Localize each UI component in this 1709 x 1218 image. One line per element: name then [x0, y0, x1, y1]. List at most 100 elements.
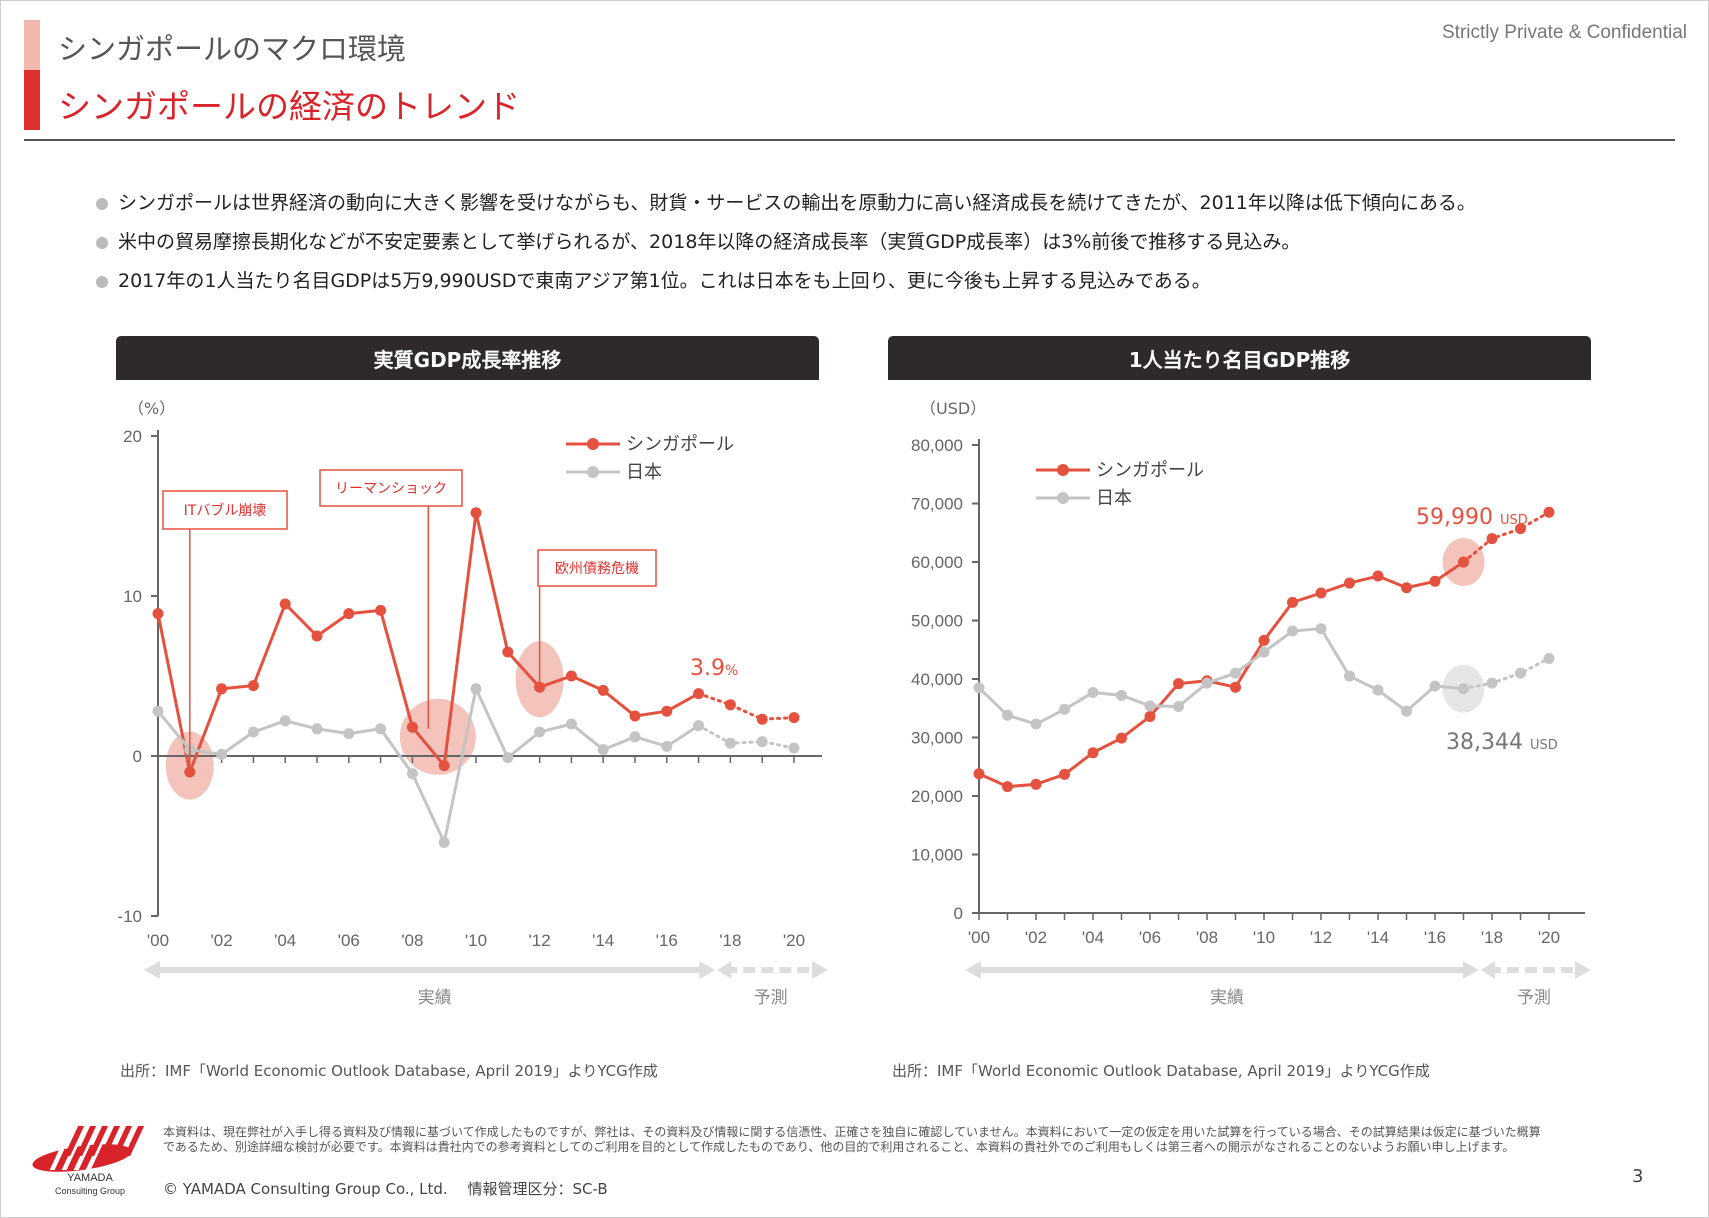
x-tick-label: '14 — [592, 931, 614, 950]
legend-label: 日本 — [626, 462, 662, 483]
y-tick-label: 10 — [123, 587, 142, 606]
data-point-japan — [788, 742, 800, 754]
x-tick-label: '06 — [1139, 928, 1161, 947]
data-point-singapore — [1372, 570, 1384, 582]
data-point-japan — [973, 682, 985, 694]
data-point-japan — [1543, 653, 1555, 665]
source-note-left: 出所：IMF「World Economic Outlook Database, … — [120, 1062, 658, 1080]
gdp-growth-chart-title: 実質GDP成長率推移 — [116, 336, 819, 380]
actual-arrow-head — [1462, 961, 1479, 979]
data-point-singapore — [693, 688, 705, 700]
legend-swatch-marker — [1057, 464, 1069, 476]
callout-value-singapore-gdp: 59,990 USD — [1416, 505, 1528, 530]
data-point-singapore — [1458, 556, 1469, 568]
disclaimer: 本資料は、現在弊社が入手し得る資料及び情報に基づいて作成したものですが、弊社は、… — [163, 1125, 1541, 1154]
series-line-singapore — [978, 560, 1465, 789]
logo-subtext: Consulting Group — [54, 1186, 126, 1196]
data-point-singapore — [597, 684, 609, 696]
bullet-item: 米中の貿易摩擦長期化などが不安定要素として挙げられるが、2018年以降の経済成長… — [96, 223, 1476, 262]
data-point-japan — [438, 836, 450, 848]
data-point-singapore — [375, 604, 387, 616]
data-point-japan — [1087, 686, 1099, 698]
x-tick-label: '12 — [529, 931, 551, 950]
data-point-japan — [1401, 705, 1412, 717]
data-point-singapore — [343, 608, 355, 620]
data-point-japan — [1258, 646, 1270, 658]
annotation-label: 欧州債務危機 — [555, 561, 639, 577]
data-point-singapore — [788, 712, 800, 724]
data-point-japan — [470, 683, 482, 695]
data-point-singapore — [1315, 587, 1327, 599]
data-point-singapore — [534, 681, 546, 693]
data-point-singapore — [1486, 533, 1498, 545]
data-point-singapore — [1144, 710, 1156, 722]
data-point-japan — [1173, 700, 1184, 712]
data-point-singapore — [1287, 596, 1298, 608]
data-point-japan — [1315, 623, 1327, 635]
forecast-arrow-head — [812, 961, 828, 979]
x-tick-label: '14 — [1367, 928, 1389, 947]
data-point-singapore — [279, 598, 291, 610]
period-label-forecast: 予測 — [1517, 988, 1551, 1008]
title-accent-top — [24, 20, 40, 70]
data-point-japan — [661, 740, 673, 752]
legend-label: シンガポール — [626, 434, 734, 455]
data-point-japan — [247, 726, 259, 738]
actual-arrow-head — [144, 961, 160, 979]
data-point-singapore — [756, 713, 768, 725]
data-point-japan — [1429, 680, 1441, 692]
y-tick-label: 20 — [123, 427, 142, 446]
x-tick-label: '02 — [1025, 928, 1047, 947]
data-point-japan — [565, 718, 577, 730]
data-point-japan — [375, 723, 387, 735]
data-point-japan — [1458, 683, 1469, 695]
x-tick-label: '06 — [338, 931, 360, 950]
confidential-label: Strictly Private & Confidential — [1442, 22, 1687, 43]
x-tick-label: '00 — [147, 931, 169, 950]
gdp-per-capita-chart-title: 1人当たり名目GDP推移 — [888, 336, 1591, 380]
y-tick-label: -10 — [117, 907, 142, 926]
y-tick-label: 10,000 — [911, 846, 963, 865]
x-tick-label: '12 — [1310, 928, 1332, 947]
summary-bullets: シンガポールは世界経済の動向に大きく影響を受けながらも、財貨・サービスの輸出を原… — [96, 184, 1476, 301]
annotation-box — [537, 549, 657, 587]
data-point-singapore — [1173, 678, 1184, 690]
data-point-singapore — [661, 705, 673, 717]
x-tick-label: '04 — [274, 931, 296, 950]
section-subtitle: シンガポールのマクロ環境 — [58, 32, 407, 66]
actual-arrow-head — [965, 961, 981, 979]
y-tick-label: 30,000 — [911, 729, 963, 748]
data-point-japan — [1030, 718, 1042, 730]
series-forecast-japan — [697, 724, 796, 750]
data-point-japan — [756, 736, 768, 748]
series-forecast-singapore — [697, 692, 796, 721]
data-point-japan — [534, 726, 546, 738]
data-point-japan — [279, 715, 291, 727]
forecast-arrow-head — [1575, 961, 1591, 979]
data-point-japan — [311, 723, 323, 735]
legend-swatch-marker — [587, 466, 599, 478]
bullet-item: シンガポールは世界経済の動向に大きく影響を受けながらも、財貨・サービスの輸出を原… — [96, 184, 1476, 223]
x-tick-label: '00 — [968, 928, 990, 947]
source-note-right: 出所：IMF「World Economic Outlook Database, … — [892, 1062, 1430, 1080]
page-number: 3 — [1632, 1166, 1644, 1187]
legend-label: 日本 — [1096, 488, 1132, 509]
data-point-japan — [1230, 667, 1241, 679]
data-point-singapore — [1429, 575, 1441, 587]
data-point-japan — [406, 768, 418, 780]
series-line-japan — [156, 684, 700, 848]
data-point-japan — [216, 748, 228, 760]
data-point-japan — [597, 744, 609, 756]
title-divider — [24, 139, 1675, 141]
data-point-singapore — [438, 760, 450, 772]
x-tick-label: '20 — [1538, 928, 1560, 947]
callout-value-singapore-growth: 3.9% — [690, 656, 738, 681]
legend-label: シンガポール — [1096, 460, 1204, 481]
data-point-singapore — [311, 630, 323, 642]
data-point-japan — [1201, 677, 1213, 689]
unit-label: （%） — [128, 399, 175, 418]
series-line-japan — [977, 627, 1464, 726]
y-tick-label: 60,000 — [911, 553, 963, 572]
x-tick-label: '10 — [1253, 928, 1275, 947]
